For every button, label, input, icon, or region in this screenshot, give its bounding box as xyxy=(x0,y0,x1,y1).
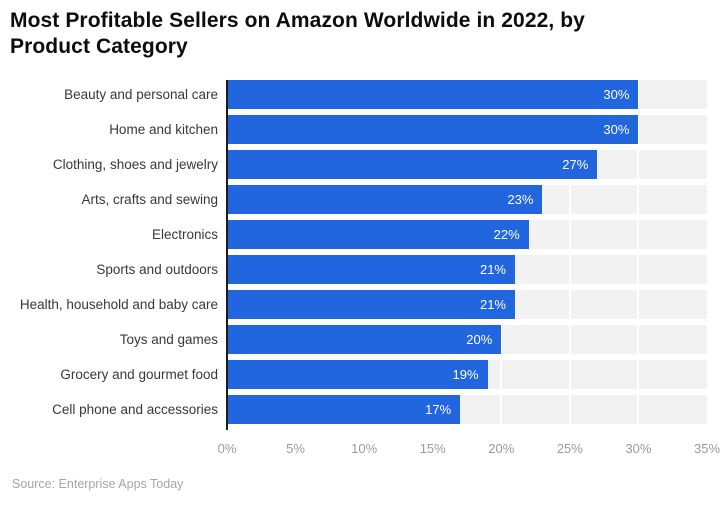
gridline xyxy=(568,325,571,354)
bar: 30% xyxy=(227,80,639,109)
category-label: Electronics xyxy=(151,227,218,242)
source-note: Source: Enterprise Apps Today xyxy=(12,477,184,491)
chart-row: Clothing, shoes and jewelry 27% xyxy=(0,150,707,179)
chart-title: Most Profitable Sellers on Amazon Worldw… xyxy=(10,9,585,59)
bar: 27% xyxy=(227,150,598,179)
chart-row: Grocery and gourmet food 19% xyxy=(0,360,707,389)
chart-row: Toys and games 20% xyxy=(0,325,707,354)
x-tick-label: 25% xyxy=(556,441,583,456)
bar: 22% xyxy=(227,220,529,249)
chart-row: Health, household and baby care 21% xyxy=(0,290,707,319)
gridline xyxy=(637,290,640,319)
gridline xyxy=(568,185,571,214)
gridline xyxy=(500,395,503,424)
gridline xyxy=(568,255,571,284)
gridline xyxy=(568,395,571,424)
bar-track: 20% xyxy=(227,325,707,354)
gridline xyxy=(500,360,503,389)
bar-track: 30% xyxy=(227,80,707,109)
bar-track: 19% xyxy=(227,360,707,389)
x-tick-label: 30% xyxy=(625,441,652,456)
x-tick-label: 10% xyxy=(351,441,378,456)
bar-track: 21% xyxy=(227,255,707,284)
category-label: Arts, crafts and sewing xyxy=(81,192,218,207)
value-label: 30% xyxy=(603,87,630,102)
value-label: 20% xyxy=(466,332,493,347)
chart-row: Electronics 22% xyxy=(0,220,707,249)
y-axis-line xyxy=(226,80,228,430)
x-tick-label: 0% xyxy=(217,441,237,456)
chart-row: Arts, crafts and sewing 23% xyxy=(0,185,707,214)
bar: 21% xyxy=(227,255,515,284)
category-label: Health, household and baby care xyxy=(19,297,218,312)
value-label: 22% xyxy=(493,227,520,242)
x-tick-label: 35% xyxy=(693,441,720,456)
value-label: 21% xyxy=(479,262,506,277)
value-label: 30% xyxy=(603,122,630,137)
bar-track: 21% xyxy=(227,290,707,319)
bar-track: 23% xyxy=(227,185,707,214)
value-label: 27% xyxy=(562,157,589,172)
bar-track: 30% xyxy=(227,115,707,144)
bar-chart: Beauty and personal care 30% Home and kitc… xyxy=(0,80,707,430)
gridline xyxy=(637,150,640,179)
gridline xyxy=(568,360,571,389)
gridline xyxy=(568,220,571,249)
gridline xyxy=(637,395,640,424)
gridline xyxy=(500,325,503,354)
category-label: Home and kitchen xyxy=(109,122,218,137)
chart-row: Beauty and personal care 30% xyxy=(0,80,707,109)
category-label: Clothing, shoes and jewelry xyxy=(52,157,218,172)
chart-row: Cell phone and accessories 17% xyxy=(0,395,707,424)
bar: 17% xyxy=(227,395,461,424)
category-label: Beauty and personal care xyxy=(64,87,218,102)
x-tick-label: 5% xyxy=(286,441,305,456)
value-label: 19% xyxy=(452,367,479,382)
value-label: 17% xyxy=(425,402,452,417)
bar: 19% xyxy=(227,360,488,389)
bar: 30% xyxy=(227,115,639,144)
gridline xyxy=(637,255,640,284)
category-label: Sports and outdoors xyxy=(96,262,218,277)
category-label: Grocery and gourmet food xyxy=(60,367,218,382)
bar-rows: Beauty and personal care 30% Home and kitc… xyxy=(0,80,707,424)
chart-row: Sports and outdoors 21% xyxy=(0,255,707,284)
gridline xyxy=(637,325,640,354)
category-label: Cell phone and accessories xyxy=(52,402,218,417)
value-label: 21% xyxy=(479,297,506,312)
gridline xyxy=(637,185,640,214)
x-tick-label: 15% xyxy=(419,441,446,456)
gridline xyxy=(637,80,640,109)
bar-track: 27% xyxy=(227,150,707,179)
gridline xyxy=(637,220,640,249)
value-label: 23% xyxy=(507,192,534,207)
chart-row: Home and kitchen 30% xyxy=(0,115,707,144)
bar-track: 17% xyxy=(227,395,707,424)
category-label: Toys and games xyxy=(119,332,218,347)
bar: 23% xyxy=(227,185,543,214)
bar: 21% xyxy=(227,290,515,319)
gridline xyxy=(637,360,640,389)
bar-track: 22% xyxy=(227,220,707,249)
bar: 20% xyxy=(227,325,502,354)
gridline xyxy=(568,290,571,319)
x-axis-ticks: 0% 5% 10% 15% 20% 25% 30% 35% xyxy=(218,441,720,457)
gridline xyxy=(637,115,640,144)
x-tick-label: 20% xyxy=(488,441,515,456)
